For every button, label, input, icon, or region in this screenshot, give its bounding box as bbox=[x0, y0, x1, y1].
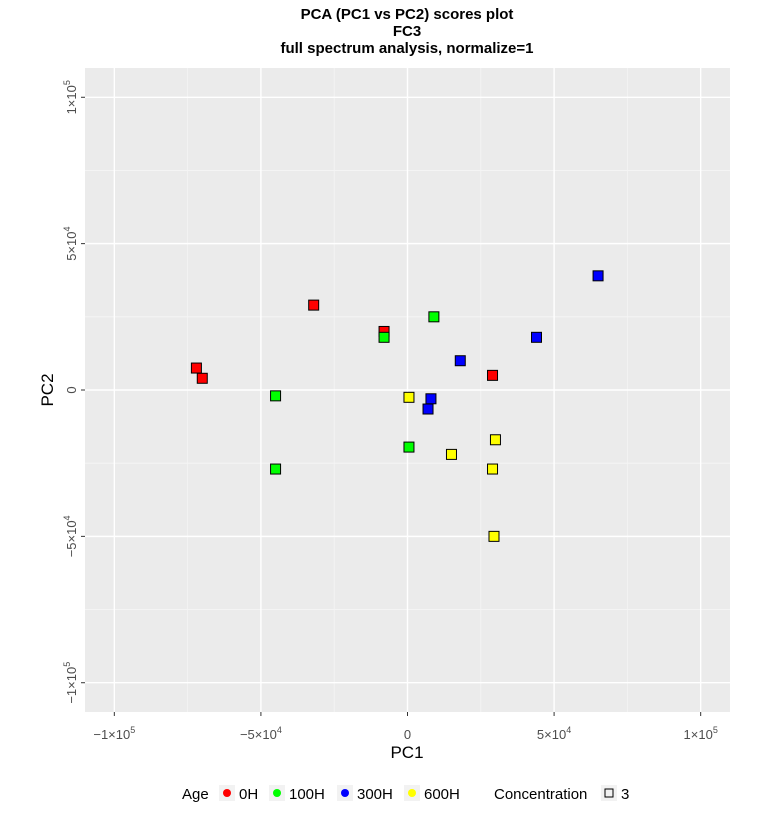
y-axis-title: PC2 bbox=[38, 373, 57, 406]
x-tick-label: 1×105 bbox=[684, 725, 718, 742]
point-100h bbox=[378, 331, 390, 343]
point-100h bbox=[270, 390, 282, 402]
legend: Age 0H 100H 300H 600H Concentration 3 bbox=[182, 785, 629, 803]
legend-dot-0h bbox=[223, 789, 231, 797]
legend-age-keys: 0H 100H 300H 600H bbox=[219, 785, 460, 803]
legend-dot-300h bbox=[341, 789, 349, 797]
point-600h bbox=[488, 530, 500, 542]
x-tick-label: −1×105 bbox=[93, 725, 135, 742]
legend-label-300h: 300H bbox=[357, 786, 393, 803]
x-tick-label: −5×104 bbox=[240, 725, 282, 742]
point-600h bbox=[489, 434, 501, 446]
legend-concentration-key bbox=[601, 785, 617, 801]
point-300h bbox=[531, 331, 542, 343]
point-300h bbox=[592, 270, 604, 282]
y-tick-label: 1×105 bbox=[62, 80, 79, 114]
legend-label-600h: 600H bbox=[424, 786, 460, 803]
legend-label-100h: 100H bbox=[289, 786, 325, 803]
y-tick-label: −1×105 bbox=[62, 662, 79, 704]
y-tick-label: 5×104 bbox=[62, 226, 79, 260]
legend-concentration-square bbox=[604, 788, 614, 798]
point-600h bbox=[445, 448, 457, 460]
point-0h bbox=[308, 299, 320, 311]
point-0h bbox=[196, 372, 208, 384]
point-100h bbox=[428, 311, 440, 323]
x-axis-title: PC1 bbox=[390, 743, 423, 762]
chart-title-line-3: full spectrum analysis, normalize=1 bbox=[280, 40, 533, 57]
point-0h bbox=[190, 362, 202, 374]
point-100h bbox=[270, 463, 282, 475]
x-axis-ticks: −1×105 −5×104 0 5×104 1×105 bbox=[93, 712, 718, 742]
chart-title-line-2: FC3 bbox=[393, 23, 421, 40]
y-tick-label: 0 bbox=[64, 386, 79, 393]
y-axis-ticks: −1×105 −5×104 0 5×104 1×105 bbox=[62, 80, 85, 704]
legend-label-0h: 0H bbox=[239, 786, 258, 803]
data-points bbox=[190, 270, 604, 542]
point-300h bbox=[425, 393, 437, 405]
legend-concentration-label: 3 bbox=[621, 786, 629, 803]
x-tick-label: 5×104 bbox=[537, 725, 571, 742]
point-600h bbox=[487, 463, 499, 475]
legend-dot-100h bbox=[273, 789, 281, 797]
point-100h bbox=[403, 441, 415, 453]
point-600h bbox=[403, 391, 415, 403]
point-300h bbox=[422, 403, 434, 415]
y-tick-label: −5×104 bbox=[62, 515, 79, 557]
chart-title-line-1: PCA (PC1 vs PC2) scores plot bbox=[301, 6, 514, 23]
legend-dot-600h bbox=[408, 789, 416, 797]
x-tick-label: 0 bbox=[404, 727, 411, 742]
point-300h bbox=[454, 355, 466, 367]
gridlines bbox=[85, 68, 730, 712]
point-0h bbox=[487, 369, 499, 381]
legend-age-title: Age bbox=[182, 786, 209, 803]
legend-concentration-title: Concentration bbox=[494, 786, 587, 803]
